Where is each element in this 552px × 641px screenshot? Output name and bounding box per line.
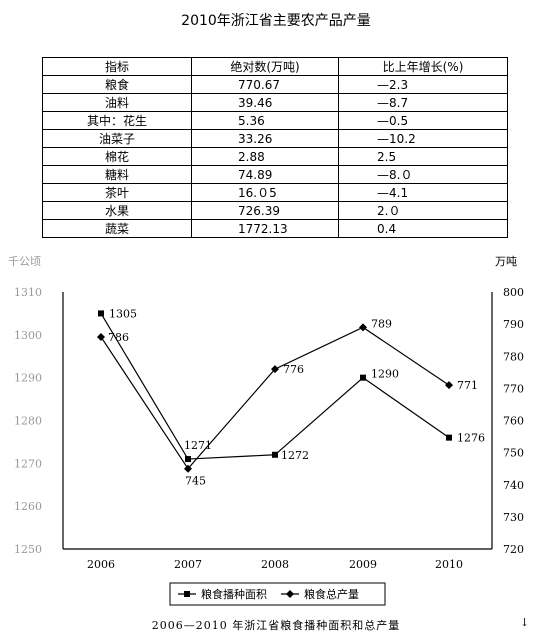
chart-caption: 2006—2010 年浙江省粮食播种面积和总产量 (151, 619, 401, 632)
table-row: 糖料 74.89 —8.０ (42, 165, 508, 184)
data-point-square (446, 434, 452, 441)
data-point-diamond (97, 332, 105, 341)
right-tick-labels: 720 730 740 750 760 770 780 790 800 (503, 286, 524, 556)
table-cell: 1772.13 (191, 219, 339, 238)
data-label: 771 (457, 379, 478, 392)
table-row: 油菜子 33.26 —10.2 (42, 129, 508, 148)
left-tick-label: 1290 (14, 372, 42, 385)
data-label: 1290 (371, 368, 399, 381)
page-title: 2010年浙江省主要农产品产量 (181, 13, 371, 29)
right-tick-label: 760 (503, 415, 524, 428)
data-point-diamond (445, 381, 453, 390)
left-tick-label: 1260 (14, 500, 42, 513)
legend-label-output: 粮食总产量 (304, 587, 359, 601)
series-line-total-output (100, 326, 450, 470)
data-point-square (98, 310, 104, 317)
right-tick-label: 770 (503, 382, 524, 395)
left-axis-unit: 千公顷 (8, 255, 41, 268)
data-point-square (272, 451, 278, 458)
right-tick-label: 790 (503, 318, 524, 331)
table-header-row: 指标 绝对数(万吨) 比上年增长(%) (42, 57, 508, 76)
table-cell: 2.０ (338, 201, 508, 220)
x-tick-label: 2006 (87, 558, 115, 571)
production-table: 指标 绝对数(万吨) 比上年增长(%) 粮食 770.67 —2.3 油料 39.46… (42, 57, 508, 238)
footer-mark: ↓ (520, 616, 530, 629)
legend-box (169, 582, 386, 606)
data-label: 786 (108, 331, 129, 344)
left-tick-label: 1250 (14, 543, 42, 556)
data-label: 776 (283, 363, 304, 376)
data-label: 1272 (281, 449, 309, 462)
data-label: 745 (185, 475, 206, 488)
series-line-sown-area (100, 313, 450, 460)
table-row: 蔬菜 1772.13 0.4 (42, 219, 508, 238)
left-tick-labels: 1250 1260 1270 1280 1290 1300 1310 (14, 286, 42, 556)
plot-frame (62, 292, 493, 550)
data-point-diamond (271, 365, 279, 374)
right-tick-label: 780 (503, 350, 524, 363)
left-tick-label: 1300 (14, 329, 42, 342)
right-tick-label: 750 (503, 447, 524, 460)
data-point-square (360, 374, 366, 381)
table-cell: 0.4 (338, 219, 508, 238)
right-axis-unit: 万吨 (495, 255, 517, 268)
table-cell: —4.1 (338, 183, 508, 202)
x-tick-label: 2010 (435, 558, 463, 571)
x-tick-label: 2007 (174, 558, 202, 571)
x-tick-label: 2009 (349, 558, 377, 571)
data-label: 1305 (109, 307, 137, 320)
legend-marker-diamond (286, 590, 294, 598)
x-tick-label: 2008 (261, 558, 289, 571)
table-cell: 74.89 (191, 165, 339, 184)
x-tick-labels: 2006 2007 2008 2009 2010 (87, 558, 463, 571)
right-tick-label: 730 (503, 511, 524, 524)
data-point-diamond (359, 323, 367, 332)
data-point-square (185, 456, 191, 463)
left-tick-label: 1280 (14, 415, 42, 428)
table-header: 绝对数(万吨) (191, 57, 339, 76)
table-cell: 39.46 (191, 93, 339, 112)
table-cell: 16.０5 (191, 183, 339, 202)
left-tick-label: 1310 (14, 286, 42, 299)
left-tick-label: 1270 (14, 457, 42, 470)
right-tick-label: 720 (503, 543, 524, 556)
legend-label-area: 粮食播种面积 (201, 587, 267, 601)
data-label: 789 (371, 317, 392, 330)
legend: 粮食播种面积 粮食总产量 (169, 582, 386, 606)
data-label: 1276 (457, 432, 485, 445)
table-row: 其中：花生 5.36 —0.5 (42, 111, 508, 130)
data-point-diamond (184, 464, 192, 473)
table-cell: —10.2 (338, 129, 508, 148)
table-row: 粮食 770.67 —2.3 (42, 75, 508, 94)
table-cell: 蔬菜 (42, 219, 192, 238)
legend-marker-square (184, 591, 190, 597)
right-tick-label: 740 (503, 479, 524, 492)
table-row: 棉花 2.88 2.5 (42, 147, 508, 166)
right-tick-label: 800 (503, 286, 524, 299)
table-cell: —2.3 (338, 75, 508, 94)
